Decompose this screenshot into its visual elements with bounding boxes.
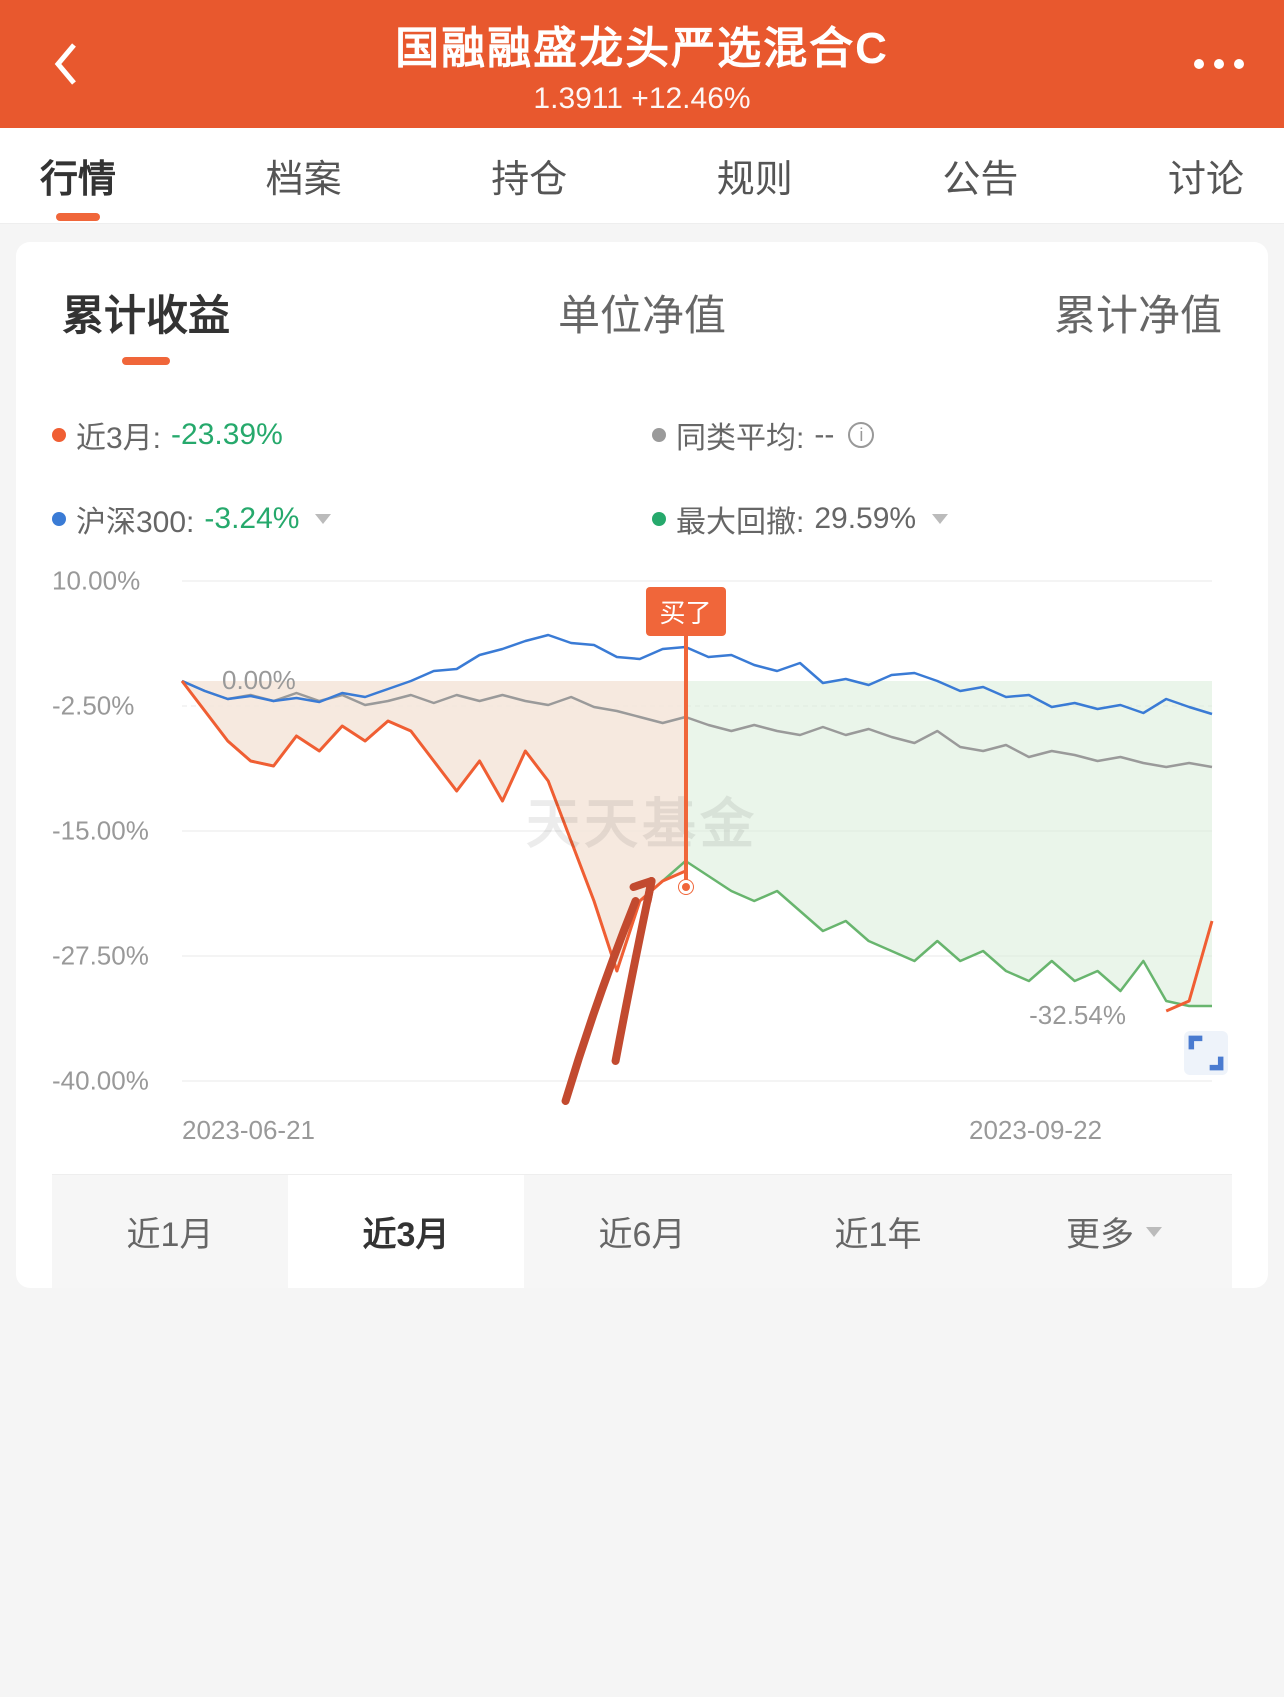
- buy-flag-label: 买了: [646, 587, 726, 636]
- expand-icon: [1184, 1031, 1228, 1075]
- price-change: +12.46%: [631, 82, 750, 115]
- tab-announce[interactable]: 公告: [934, 148, 1026, 203]
- chevron-down-icon: [1146, 1227, 1162, 1237]
- x-start-date: 2023-06-21: [182, 1115, 315, 1146]
- tab-quotes[interactable]: 行情: [32, 148, 124, 203]
- legend-index-label: 沪深300:: [76, 497, 194, 541]
- chart-area[interactable]: 天天基金 买了 -32.54% 0.00% 10.00%-2.50%-15.00…: [52, 571, 1232, 1111]
- dot-icon: [652, 512, 666, 526]
- chevron-down-icon: [315, 514, 331, 524]
- legend-dd-label: 最大回撤:: [676, 497, 804, 541]
- x-end-date: 2023-09-22: [969, 1115, 1102, 1146]
- price-value: 1.3911: [533, 82, 623, 115]
- legend-avg-value: --: [814, 418, 834, 452]
- buy-flag: 买了: [646, 587, 726, 894]
- tab-holdings[interactable]: 持仓: [483, 148, 575, 203]
- title-block: 国融融盛龙头严选混合C 1.3911 +12.46%: [395, 12, 889, 116]
- y-tick-label: -40.00%: [52, 1066, 149, 1097]
- x-axis-dates: 2023-06-21 2023-09-22: [52, 1115, 1232, 1146]
- legend-drawdown[interactable]: 最大回撤: 29.59%: [652, 497, 1232, 541]
- dot-icon: [52, 428, 66, 442]
- fund-title: 国融融盛龙头严选混合C: [395, 12, 889, 76]
- dot-icon: [1214, 59, 1224, 69]
- dot-icon: [1234, 59, 1244, 69]
- range-1m[interactable]: 近1月: [52, 1175, 288, 1288]
- range-1y[interactable]: 近1年: [760, 1175, 996, 1288]
- tab-discuss[interactable]: 讨论: [1160, 148, 1252, 203]
- dot-icon: [652, 428, 666, 442]
- flag-dot-icon: [679, 880, 693, 894]
- expand-button[interactable]: [1184, 1031, 1228, 1075]
- chart-card: 累计收益 单位净值 累计净值 近3月: -23.39% 同类平均: -- i 沪…: [16, 242, 1268, 1288]
- tab-rules[interactable]: 规则: [709, 148, 801, 203]
- range-3m[interactable]: 近3月: [288, 1175, 524, 1288]
- legend-fund: 近3月: -23.39%: [52, 413, 632, 457]
- min-value-label: -32.54%: [1029, 1000, 1126, 1031]
- y-tick-label: -27.50%: [52, 941, 149, 972]
- subtab-unit-nav[interactable]: 单位净值: [558, 282, 726, 343]
- flag-pole: [684, 636, 688, 880]
- legend-avg-label: 同类平均:: [676, 413, 804, 457]
- subtab-cum-nav[interactable]: 累计净值: [1054, 282, 1222, 343]
- subtab-cum-return[interactable]: 累计收益: [62, 282, 230, 343]
- main-tabs: 行情 档案 持仓 规则 公告 讨论: [0, 128, 1284, 224]
- dot-icon: [52, 512, 66, 526]
- legend-index-value: -3.24%: [204, 502, 299, 536]
- legend-fund-label: 近3月:: [76, 413, 161, 457]
- legend-fund-value: -23.39%: [171, 418, 283, 452]
- range-tabs: 近1月 近3月 近6月 近1年 更多: [52, 1174, 1232, 1288]
- sub-tabs: 累计收益 单位净值 累计净值: [52, 282, 1232, 343]
- chevron-down-icon: [932, 514, 948, 524]
- range-6m[interactable]: 近6月: [524, 1175, 760, 1288]
- zero-label: 0.00%: [222, 665, 296, 696]
- back-button[interactable]: [40, 39, 90, 89]
- legend-dd-value: 29.59%: [814, 502, 916, 536]
- y-tick-label: -2.50%: [52, 691, 134, 722]
- chevron-left-icon: [50, 39, 80, 89]
- more-menu-button[interactable]: [1194, 59, 1244, 69]
- y-tick-label: 10.00%: [52, 566, 140, 597]
- fund-price-line: 1.3911 +12.46%: [395, 82, 889, 116]
- tab-profile[interactable]: 档案: [258, 148, 350, 203]
- range-more-label: 更多: [1066, 1207, 1134, 1256]
- legend-index[interactable]: 沪深300: -3.24%: [52, 497, 632, 541]
- legend-block: 近3月: -23.39% 同类平均: -- i 沪深300: -3.24% 最大…: [52, 413, 1232, 541]
- legend-avg: 同类平均: -- i: [652, 413, 1232, 457]
- y-tick-label: -15.00%: [52, 816, 149, 847]
- range-more[interactable]: 更多: [996, 1175, 1232, 1288]
- info-icon[interactable]: i: [848, 422, 874, 448]
- header-bar: 国融融盛龙头严选混合C 1.3911 +12.46%: [0, 0, 1284, 128]
- dot-icon: [1194, 59, 1204, 69]
